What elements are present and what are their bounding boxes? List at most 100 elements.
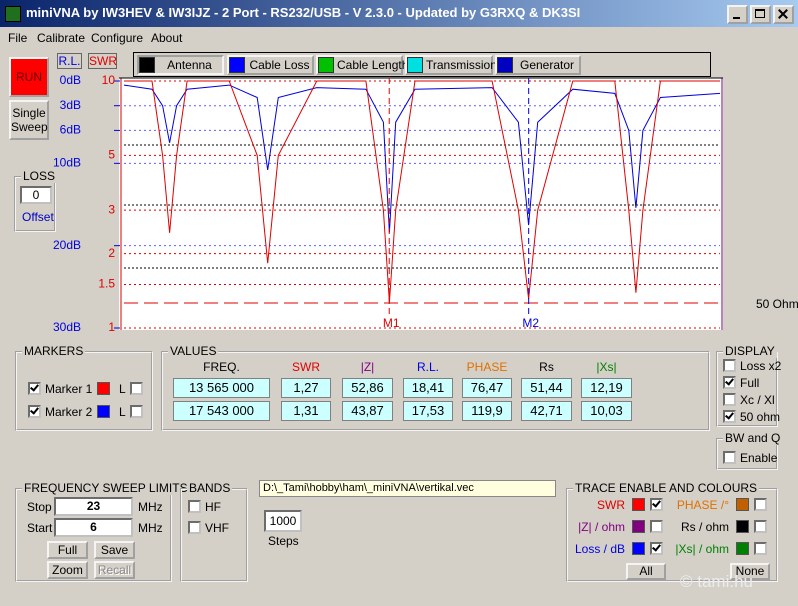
file-path[interactable]: D:\_Tami\hobby\ham\_miniVNA\vertikal.vec	[259, 480, 556, 497]
column-header: |Xs|	[581, 360, 632, 374]
menu-item[interactable]: Configure	[91, 31, 143, 45]
minimize-button[interactable]	[727, 5, 748, 24]
y-tick-label: 20dB	[53, 238, 81, 252]
checkbox[interactable]	[754, 498, 767, 511]
display-option: Loss x2	[740, 359, 781, 373]
close-button[interactable]	[773, 5, 794, 24]
color-swatch[interactable]	[736, 520, 749, 533]
tab-icon	[407, 57, 423, 73]
checkbox[interactable]	[723, 451, 736, 464]
color-swatch[interactable]	[632, 498, 645, 511]
value-cell: 42,71	[521, 401, 572, 421]
y-tick-label: 0dB	[60, 73, 81, 87]
marker-label: M2	[522, 316, 539, 330]
column-header: PHASE	[462, 360, 512, 374]
checkbox[interactable]	[130, 382, 143, 395]
value-cell: 1,31	[281, 401, 331, 421]
group-title: BW and Q	[723, 431, 782, 445]
checkbox[interactable]	[28, 405, 41, 418]
display-option: 50 ohm	[740, 410, 780, 424]
tab-label: Generator	[516, 58, 578, 72]
value-cell: 17,53	[403, 401, 453, 421]
checkbox[interactable]	[188, 500, 201, 513]
checkbox[interactable]	[188, 521, 201, 534]
trace-label: |Z| / ohm	[545, 520, 625, 534]
check-mark	[30, 382, 39, 391]
sweep-button[interactable]: Recall	[94, 561, 135, 579]
y2-tick-label: 2	[108, 246, 115, 260]
y2-tick-label: 5	[108, 148, 115, 162]
group-title: TRACE ENABLE AND COLOURS	[573, 481, 759, 495]
checkbox[interactable]	[130, 405, 143, 418]
toolbar-tab[interactable]: Cable Loss	[227, 55, 314, 75]
unit-label: MHz	[138, 500, 163, 514]
column-header: SWR	[281, 360, 331, 374]
check-mark	[725, 410, 734, 419]
display-option: Full	[740, 376, 759, 390]
column-header: FREQ.	[173, 360, 270, 374]
tab-label: Cable Length	[337, 58, 400, 72]
icon	[755, 9, 765, 18]
color-swatch[interactable]	[736, 498, 749, 511]
sweep-button[interactable]: Full	[47, 541, 88, 559]
toolbar-tab[interactable]: Generator	[495, 55, 581, 75]
maximize-button[interactable]	[750, 5, 771, 24]
tab-label: Cable Loss	[248, 58, 311, 72]
start-label: Start	[27, 521, 52, 535]
color-swatch[interactable]	[97, 405, 110, 418]
band-option: VHF	[205, 521, 229, 535]
band-option: HF	[205, 500, 221, 514]
start-input[interactable]: 6	[54, 518, 133, 537]
trace-label: Rs / ohm	[649, 520, 729, 534]
steps-input[interactable]: 1000	[264, 510, 302, 532]
checkbox[interactable]	[723, 359, 736, 372]
trace-label: |Xs| / ohm	[649, 542, 729, 556]
color-swatch[interactable]	[632, 520, 645, 533]
checkbox[interactable]	[723, 376, 736, 389]
run-button[interactable]: RUN	[9, 57, 49, 97]
menu-item[interactable]: About	[151, 31, 182, 45]
reference-label: 50 Ohm	[756, 297, 798, 311]
trace-label: PHASE /°	[649, 498, 729, 512]
toolbar-tab[interactable]: Cable Length	[316, 55, 403, 75]
menu-item[interactable]: File	[8, 31, 27, 45]
toolbar-tab[interactable]: Antenna	[137, 55, 224, 75]
value-cell: 13 565 000	[173, 378, 270, 398]
checkbox[interactable]	[754, 520, 767, 533]
value-cell: 43,87	[342, 401, 393, 421]
checkbox[interactable]	[754, 542, 767, 555]
y2-tick-label: 1	[108, 320, 115, 334]
y-tick-label: 30dB	[53, 320, 81, 334]
steps-label: Steps	[268, 534, 299, 548]
group-title: MARKERS	[22, 344, 85, 358]
value-cell: 18,41	[403, 378, 453, 398]
toolbar-tab[interactable]: Transmission	[405, 55, 493, 75]
checkbox[interactable]	[723, 393, 736, 406]
sweep-button[interactable]: Save	[94, 541, 135, 559]
value-cell: 10,03	[581, 401, 632, 421]
menu-item[interactable]: Calibrate	[37, 31, 85, 45]
checkbox[interactable]	[723, 410, 736, 423]
axis-selector[interactable]: R.L.	[57, 53, 82, 69]
axis-selector[interactable]: SWR	[88, 53, 117, 69]
loss-label: Offset	[22, 210, 54, 224]
sweep-button[interactable]: Zoom	[47, 561, 88, 579]
tab-icon	[229, 57, 245, 73]
color-swatch[interactable]	[632, 542, 645, 555]
stop-input[interactable]: 23	[54, 497, 133, 516]
all-button[interactable]: All	[626, 563, 666, 580]
trace-label: SWR	[545, 498, 625, 512]
value-cell: 52,86	[342, 378, 393, 398]
tab-label: Transmission	[426, 58, 490, 72]
check-mark	[725, 376, 734, 385]
single-sweep-button[interactable]: Single Sweep	[9, 100, 49, 140]
column-header: R.L.	[403, 360, 453, 374]
loss-input[interactable]: 0	[20, 186, 52, 204]
color-swatch[interactable]	[97, 382, 110, 395]
window-title: miniVNA by IW3HEV & IW3IJZ - 2 Port - RS…	[26, 6, 580, 20]
color-swatch[interactable]	[736, 542, 749, 555]
y2-tick-label: 3	[108, 202, 115, 216]
checkbox[interactable]	[28, 382, 41, 395]
group-title: VALUES	[168, 344, 218, 358]
